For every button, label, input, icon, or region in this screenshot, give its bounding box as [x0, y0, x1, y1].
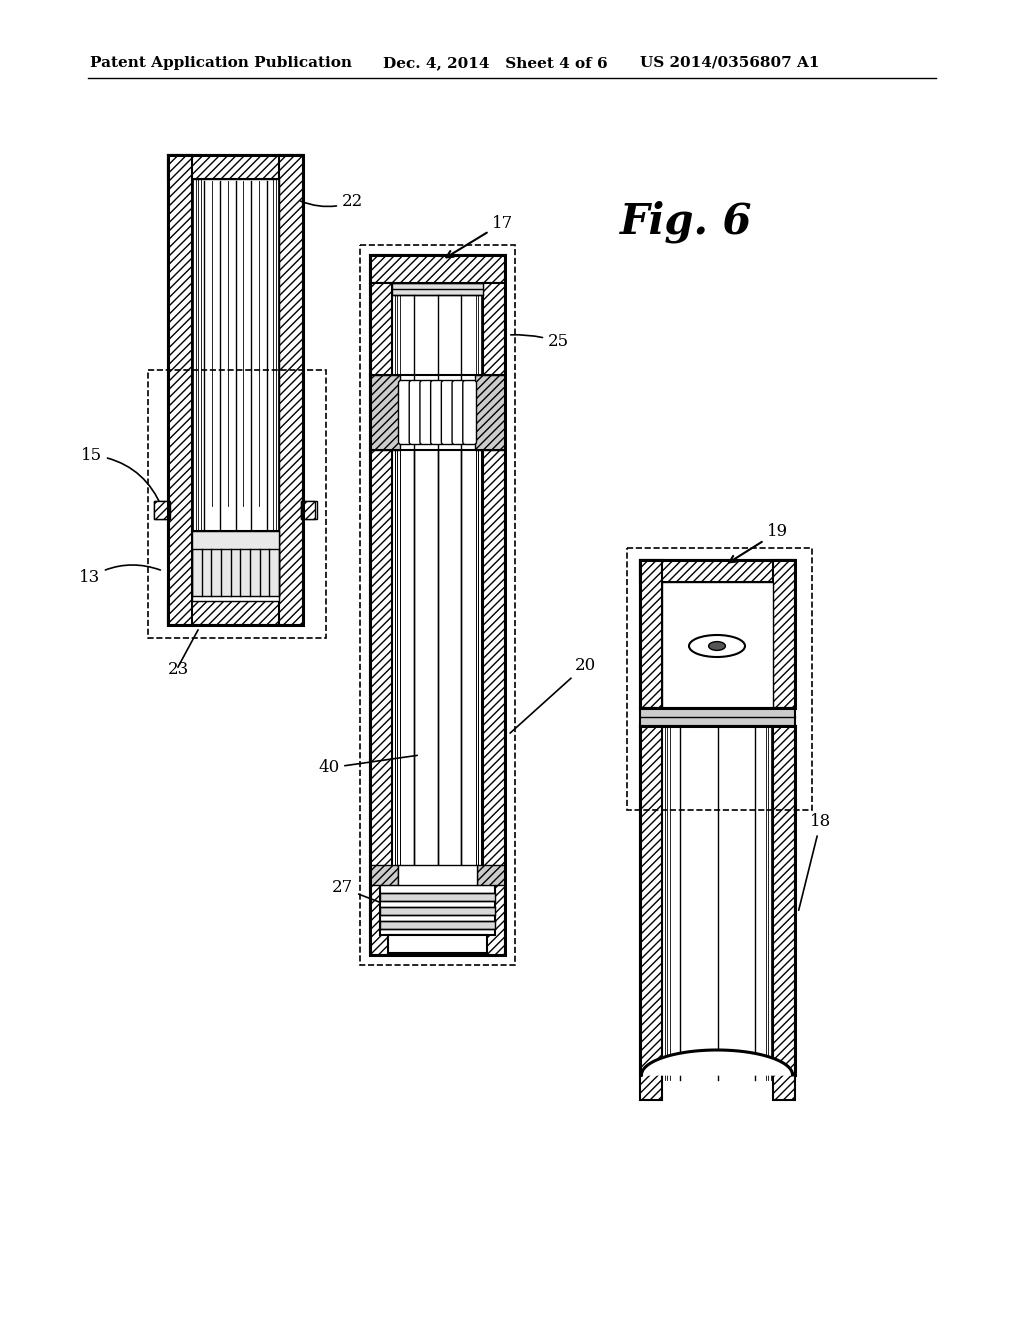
- Text: 20: 20: [510, 656, 596, 733]
- Bar: [370, 255, 505, 954]
- Bar: [370, 255, 505, 954]
- Bar: [640, 560, 795, 1100]
- Bar: [193, 531, 279, 597]
- Bar: [380, 907, 495, 915]
- FancyBboxPatch shape: [420, 380, 433, 445]
- Bar: [380, 884, 495, 935]
- Text: Patent Application Publication: Patent Application Publication: [90, 55, 352, 70]
- Bar: [662, 726, 773, 1080]
- Bar: [370, 255, 505, 282]
- Text: US 2014/0356807 A1: US 2014/0356807 A1: [640, 55, 819, 70]
- Bar: [301, 502, 315, 519]
- Bar: [640, 560, 795, 708]
- Text: 18: 18: [799, 813, 831, 911]
- Bar: [477, 865, 505, 884]
- Polygon shape: [641, 1049, 793, 1074]
- Bar: [662, 582, 773, 708]
- Bar: [392, 294, 483, 865]
- Ellipse shape: [709, 642, 725, 651]
- Bar: [370, 375, 400, 450]
- Bar: [392, 282, 483, 294]
- Bar: [168, 154, 303, 624]
- Text: 27: 27: [332, 879, 397, 909]
- Bar: [388, 935, 487, 953]
- Text: 13: 13: [79, 565, 161, 586]
- Bar: [640, 560, 795, 582]
- Text: 25: 25: [511, 334, 569, 351]
- Text: 15: 15: [81, 446, 162, 507]
- Bar: [193, 180, 279, 601]
- Text: 22: 22: [301, 194, 364, 210]
- FancyBboxPatch shape: [441, 380, 455, 445]
- Text: 40: 40: [318, 755, 417, 776]
- Bar: [640, 560, 662, 708]
- FancyBboxPatch shape: [463, 380, 476, 445]
- FancyBboxPatch shape: [398, 380, 413, 445]
- Bar: [640, 726, 662, 1100]
- Bar: [279, 154, 303, 624]
- Bar: [773, 560, 795, 708]
- FancyBboxPatch shape: [431, 380, 444, 445]
- Bar: [168, 154, 303, 180]
- Ellipse shape: [689, 635, 745, 657]
- Bar: [301, 502, 317, 519]
- Bar: [483, 282, 505, 954]
- Bar: [360, 246, 515, 965]
- Bar: [380, 894, 495, 902]
- Bar: [168, 154, 193, 624]
- FancyBboxPatch shape: [452, 380, 466, 445]
- Bar: [148, 370, 326, 638]
- Text: Dec. 4, 2014   Sheet 4 of 6: Dec. 4, 2014 Sheet 4 of 6: [383, 55, 607, 70]
- Bar: [154, 502, 170, 519]
- Bar: [154, 502, 168, 519]
- Bar: [773, 726, 795, 1100]
- Bar: [380, 921, 495, 929]
- Text: 17: 17: [446, 214, 513, 257]
- Bar: [475, 375, 505, 450]
- Bar: [370, 282, 392, 954]
- Text: 23: 23: [167, 661, 188, 678]
- Bar: [627, 548, 812, 810]
- Text: Fig. 6: Fig. 6: [620, 201, 753, 243]
- Bar: [398, 865, 477, 884]
- Bar: [640, 708, 795, 726]
- Bar: [168, 601, 303, 624]
- Bar: [168, 154, 303, 624]
- Bar: [370, 865, 398, 884]
- Text: 19: 19: [729, 524, 788, 562]
- FancyBboxPatch shape: [410, 380, 423, 445]
